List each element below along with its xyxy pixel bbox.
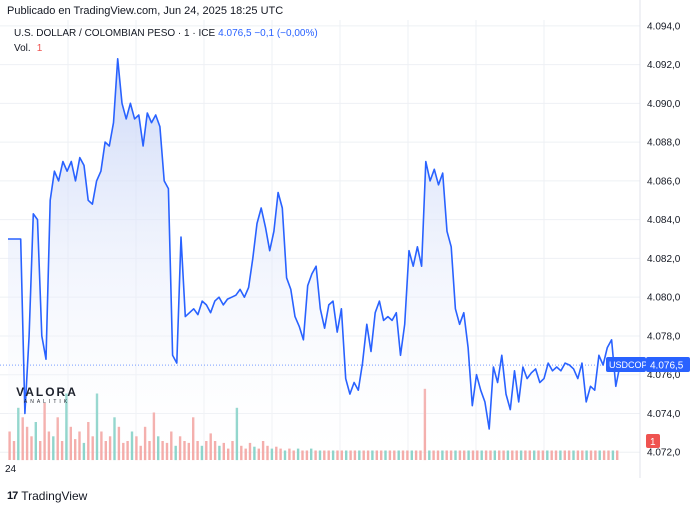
tradingview-logo-icon: 17 [7,490,18,502]
volume-legend[interactable]: Vol. 1 [14,43,42,54]
published-note: Publicado en TradingView.com, Jun 24, 20… [7,5,284,17]
y-tick-label: 4.076,0 [647,370,681,381]
time-axis-label: 24 [5,464,17,475]
y-tick-label: 4.090,0 [647,99,681,110]
series-legend[interactable]: U.S. DOLLAR / COLOMBIAN PESO · 1 · ICE 4.… [14,28,318,39]
price-axis: 4.072,0 4.074,0 4.076,0 4.078,0 4.080,0 4.082… [639,0,681,478]
y-tick-label: 4.088,0 [647,138,681,149]
volume-tag: 1 [646,434,660,448]
watermark-name: VALORA [16,385,78,399]
tradingview-footer[interactable]: 17 TradingView [7,489,87,503]
last-price-value: 4.076,5 [650,361,684,372]
price-area [8,58,620,461]
y-tick-label: 4.080,0 [647,293,681,304]
y-tick-label: 4.072,0 [647,448,681,459]
symbol-title: U.S. DOLLAR / COLOMBIAN PESO · 1 · ICE [14,28,216,39]
y-tick-label: 4.084,0 [647,215,681,226]
valora-watermark: VALORA ANALITIK [14,385,80,405]
y-tick-label: 4.086,0 [647,176,681,187]
watermark-sub: ANALITIK [23,399,71,405]
price-line [8,58,621,430]
y-tick-label: 4.078,0 [647,331,681,342]
last-price-tag: USDCOP 4.076,5 [606,357,690,373]
volume-tag-value: 1 [650,437,656,448]
y-tick-label: 4.082,0 [647,254,681,265]
last-value: 4.076,5 −0,1 (−0,00%) [218,28,318,39]
y-tick-label: 4.094,0 [647,21,681,32]
brand-name: TradingView [21,489,88,503]
y-tick-label: 4.074,0 [647,409,681,420]
volume-label: Vol. [14,43,31,54]
last-price-symbol: USDCOP [609,360,648,370]
volume-value: 1 [36,43,43,54]
y-tick-label: 4.092,0 [647,60,681,71]
